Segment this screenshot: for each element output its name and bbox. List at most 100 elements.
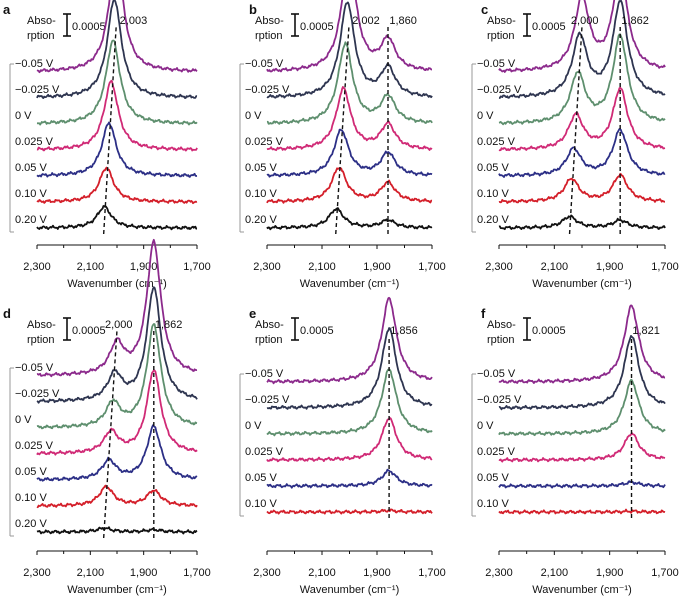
x-tick-label: 2,100 — [541, 567, 569, 579]
x-axis-label: Wavenumber (cm⁻¹) — [67, 278, 167, 290]
series-label: 0.20 V — [15, 214, 47, 226]
peak-annotation: 2,000 — [105, 319, 133, 331]
x-tick-label: 2,100 — [77, 567, 105, 579]
series-line — [266, 368, 433, 437]
series-label: −0.05 V — [15, 362, 54, 374]
series-line — [498, 480, 666, 489]
x-tick-label: 2,300 — [485, 261, 513, 273]
x-tick-label: 1,700 — [183, 567, 211, 579]
series-line — [36, 79, 198, 152]
series-line — [266, 207, 433, 231]
scale-bar-value: 0.0005 — [72, 325, 106, 337]
series-label: 0.025 V — [245, 446, 284, 458]
scale-bar-value: 0.0005 — [300, 21, 334, 33]
series-label: 0.20 V — [245, 214, 277, 226]
series-line — [266, 417, 433, 463]
x-tick-label: 2,100 — [77, 261, 105, 273]
series-label: −0.025 V — [477, 394, 522, 406]
x-tick-label: 1,700 — [418, 567, 446, 579]
series-line — [498, 86, 666, 152]
series-label: −0.05 V — [245, 368, 284, 380]
x-tick-label: 1,700 — [418, 261, 446, 273]
panel-letter: b — [249, 2, 257, 17]
series-line — [498, 304, 666, 384]
x-tick-label: 2,100 — [541, 261, 569, 273]
series-line — [266, 296, 433, 385]
panel-d: d Abso-rption 0.0005 −0.05 V −0.025 V 0 V 0.02… — [3, 238, 211, 596]
scale-bar-label-line2: rption — [255, 334, 283, 346]
x-tick-label: 1,900 — [596, 261, 624, 273]
series-label: 0 V — [245, 420, 262, 432]
panel-letter: d — [3, 306, 11, 321]
series-line — [36, 323, 198, 430]
series-line — [36, 166, 198, 205]
panel-letter: e — [249, 306, 256, 321]
series-label: −0.05 V — [477, 368, 516, 380]
series-line — [36, 424, 198, 482]
scale-bar-label-line1: Abso- — [27, 319, 56, 331]
x-axis-label: Wavenumber (cm⁻¹) — [532, 278, 632, 290]
series-line — [498, 173, 666, 204]
panel-letter: c — [481, 2, 488, 17]
series-label: 0.025 V — [477, 446, 516, 458]
scale-bar-label-line1: Abso- — [27, 15, 56, 27]
series-label: −0.025 V — [15, 84, 60, 96]
series-line — [498, 128, 666, 178]
scale-bar-label-line1: Abso- — [255, 15, 284, 27]
series-line — [36, 0, 198, 74]
series-label: 0.10 V — [245, 188, 277, 200]
x-tick-label: 2,300 — [253, 567, 281, 579]
panel-letter: a — [3, 2, 11, 17]
peak-annotation: 2,000 — [571, 15, 599, 27]
series-line — [36, 286, 198, 404]
series-line — [266, 468, 433, 489]
series-label: −0.025 V — [245, 84, 290, 96]
series-label: 0 V — [15, 414, 32, 426]
scale-bar-label-line1: Abso- — [255, 319, 284, 331]
x-tick-label: 2,100 — [308, 567, 336, 579]
series-label: 0 V — [477, 420, 494, 432]
scale-bar-label-line1: Abso- — [487, 319, 516, 331]
x-axis-label: Wavenumber (cm⁻¹) — [300, 584, 400, 596]
series-line — [498, 432, 666, 463]
peak-annotation: 1,821 — [632, 325, 660, 337]
x-tick-label: 1,900 — [363, 261, 391, 273]
peak-annotation: 2,003 — [120, 15, 148, 27]
series-label: 0.10 V — [15, 492, 47, 504]
series-label: 0.025 V — [245, 136, 284, 148]
series-line — [36, 484, 198, 509]
series-line — [36, 205, 198, 231]
series-line — [266, 167, 433, 204]
series-label: 0 V — [245, 110, 262, 122]
scale-bar-label-line1: Abso- — [487, 15, 516, 27]
peak-annotation: 1,862 — [621, 15, 649, 27]
series-label: 0.20 V — [15, 518, 47, 530]
series-line — [266, 508, 433, 515]
series-line — [498, 0, 666, 73]
series-line — [36, 0, 198, 99]
series-label: 0.05 V — [245, 162, 277, 174]
series-label: 0 V — [15, 110, 32, 122]
series-label: 0.025 V — [15, 136, 54, 148]
series-label: 0.05 V — [245, 472, 277, 484]
series-line — [36, 238, 198, 378]
x-tick-label: 2,300 — [485, 567, 513, 579]
x-tick-label: 2,300 — [253, 261, 281, 273]
series-label: 0 V — [477, 110, 494, 122]
x-axis-label: Wavenumber (cm⁻¹) — [532, 584, 632, 596]
series-label: −0.05 V — [477, 58, 516, 70]
series-label: 0.025 V — [477, 136, 516, 148]
scale-bar-label-line2: rption — [255, 30, 283, 42]
x-tick-label: 1,900 — [130, 261, 158, 273]
series-line — [266, 86, 433, 152]
series-line — [266, 41, 433, 125]
x-tick-label: 2,300 — [23, 567, 51, 579]
series-line — [498, 508, 666, 515]
x-tick-label: 1,700 — [183, 261, 211, 273]
series-line — [266, 128, 433, 178]
series-label: 0.10 V — [15, 188, 47, 200]
series-label: 0.10 V — [477, 188, 509, 200]
x-tick-label: 1,700 — [651, 261, 679, 273]
